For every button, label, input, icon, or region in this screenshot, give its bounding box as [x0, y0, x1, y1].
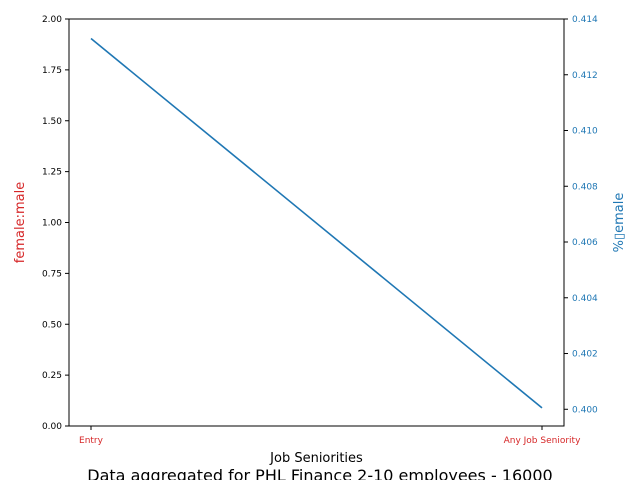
right-tick-label: 0.410 — [572, 127, 598, 137]
right-tick-label: 0.404 — [572, 294, 598, 304]
left-tick-label: 0.50 — [42, 320, 62, 330]
x-tick-label: Any Job Seniority — [504, 436, 581, 446]
chart-caption: Data aggregated for PHL Finance 2-10 emp… — [87, 466, 552, 480]
series-line-pct-female — [90, 37, 543, 409]
right-tick-label: 0.406 — [572, 238, 598, 248]
plot-frame — [68, 18, 565, 427]
left-tick-label: 0.75 — [42, 269, 62, 279]
right-tick-label: 0.400 — [572, 405, 598, 415]
right-axis-ticks: 0.400 0.402 0.404 0.406 0.408 0.410 0.412 0.414 — [564, 15, 598, 415]
left-axis-label: female:male — [13, 182, 28, 263]
right-axis-label: %▯emale — [612, 193, 627, 253]
x-axis-ticks: Entry Any Job Seniority — [79, 426, 581, 446]
right-tick-label: 0.414 — [572, 15, 598, 25]
left-tick-label: 1.00 — [42, 219, 62, 229]
right-tick-label: 0.412 — [572, 71, 598, 81]
left-axis-ticks: 0.00 0.25 0.50 0.75 1.00 1.25 1.50 1.75 2.00 — [42, 15, 69, 432]
left-tick-label: 1.50 — [42, 117, 62, 127]
right-tick-label: 0.408 — [572, 182, 598, 192]
left-tick-label: 0.00 — [42, 422, 62, 432]
left-tick-label: 2.00 — [42, 15, 62, 25]
x-axis-label: Job Seniorities — [269, 451, 363, 466]
right-tick-label: 0.402 — [572, 350, 598, 360]
left-tick-label: 1.75 — [42, 66, 62, 76]
x-tick-label: Entry — [79, 436, 104, 446]
left-tick-label: 0.25 — [42, 371, 62, 381]
left-tick-label: 1.25 — [42, 168, 62, 178]
